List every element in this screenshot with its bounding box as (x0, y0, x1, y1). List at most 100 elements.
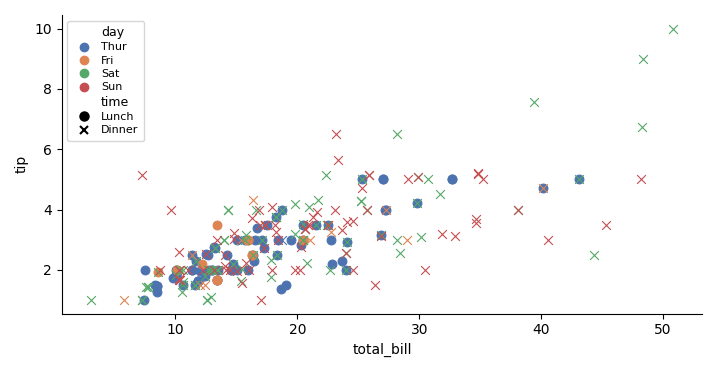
Point (171, 267, 182, 273)
Point (446, 176, 457, 182)
Point (301, 260, 313, 266)
Point (189, 282, 201, 288)
Point (199, 273, 211, 279)
Point (270, 214, 282, 220)
Point (356, 176, 367, 182)
Point (270, 214, 282, 220)
Point (212, 237, 223, 243)
Point (171, 272, 182, 278)
Point (219, 263, 231, 269)
Point (276, 206, 288, 212)
Point (401, 237, 412, 243)
Point (138, 297, 150, 303)
Point (413, 174, 424, 180)
Point (289, 201, 300, 207)
Point (186, 267, 198, 273)
X-axis label: total_bill: total_bill (352, 343, 412, 357)
Point (194, 268, 206, 274)
Point (277, 237, 288, 243)
Point (411, 201, 422, 206)
Point (295, 267, 306, 273)
Point (313, 198, 324, 203)
Point (222, 206, 234, 212)
Point (601, 222, 612, 228)
Point (364, 171, 375, 177)
Point (446, 176, 457, 182)
Point (380, 206, 391, 212)
Point (270, 229, 282, 235)
Point (242, 237, 254, 243)
Point (193, 278, 204, 284)
Point (174, 277, 186, 283)
Point (247, 215, 258, 221)
Point (202, 252, 214, 258)
Point (186, 267, 198, 273)
Point (375, 232, 386, 238)
Point (256, 237, 267, 243)
Point (189, 282, 201, 288)
Point (171, 272, 182, 278)
Point (118, 297, 129, 303)
Point (212, 276, 223, 282)
Point (171, 272, 182, 278)
Point (329, 206, 341, 212)
Point (320, 172, 332, 178)
Point (326, 237, 337, 243)
Point (250, 237, 261, 243)
Point (155, 267, 166, 273)
Point (178, 282, 189, 288)
Point (174, 267, 186, 273)
Point (186, 252, 198, 258)
Point (272, 252, 283, 258)
Point (222, 206, 234, 212)
Point (182, 267, 194, 273)
Point (171, 272, 182, 278)
Point (224, 267, 236, 273)
Point (151, 289, 163, 295)
Point (341, 239, 353, 245)
Point (391, 131, 403, 137)
Point (229, 236, 240, 242)
Point (470, 216, 482, 222)
Point (297, 237, 308, 243)
Point (173, 276, 184, 282)
Point (235, 278, 247, 284)
Point (276, 206, 288, 212)
Point (85, 297, 97, 303)
Point (303, 204, 314, 210)
Point (139, 267, 151, 273)
Point (275, 286, 287, 292)
Point (153, 269, 164, 275)
Point (391, 237, 402, 243)
Point (190, 257, 201, 263)
Point (298, 221, 309, 227)
Point (307, 214, 318, 220)
Point (194, 282, 206, 288)
Point (356, 176, 367, 182)
Point (341, 219, 353, 225)
Point (174, 277, 185, 283)
Point (259, 222, 270, 228)
Point (253, 206, 265, 212)
Point (355, 198, 366, 204)
Point (248, 258, 260, 264)
Point (246, 252, 257, 258)
Point (150, 282, 161, 288)
Point (364, 171, 375, 177)
Point (136, 172, 148, 178)
Point (202, 267, 214, 273)
Point (370, 282, 381, 288)
Point (236, 280, 247, 286)
Point (220, 267, 232, 273)
Point (251, 225, 262, 231)
Point (478, 176, 489, 182)
Point (422, 176, 433, 182)
Point (415, 234, 427, 240)
Point (322, 222, 333, 228)
Point (336, 227, 348, 233)
Point (538, 185, 549, 190)
Point (297, 237, 308, 243)
Point (239, 237, 250, 243)
Point (361, 206, 373, 212)
Point (219, 237, 230, 243)
